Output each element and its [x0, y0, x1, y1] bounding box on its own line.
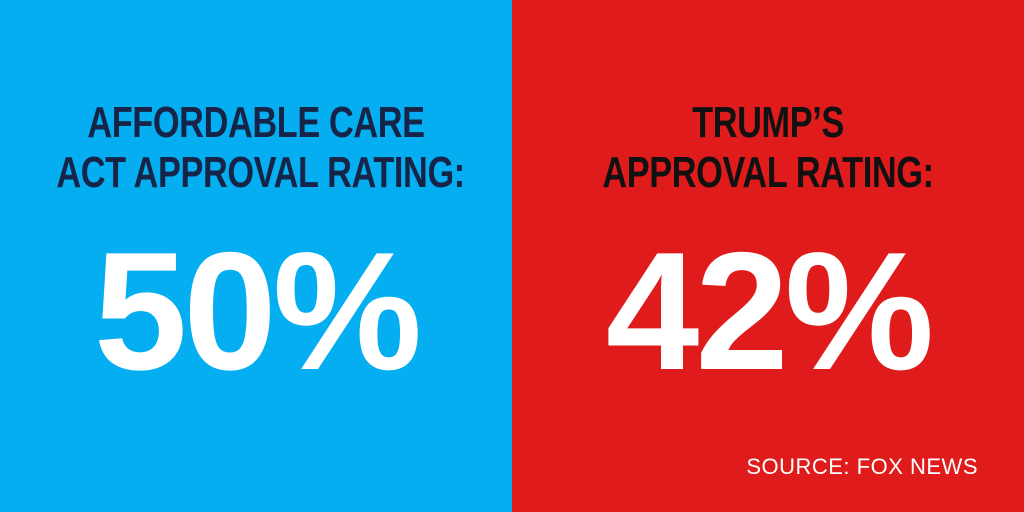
trump-approval-heading: TRUMP’S APPROVAL RATING: — [568, 98, 967, 198]
aca-approval-heading: AFFORDABLE CARE ACT APPROVAL RATING: — [56, 98, 465, 198]
trump-heading-line-2: APPROVAL RATING: — [602, 148, 934, 197]
trump-approval-value: 42% — [605, 217, 934, 405]
aca-heading-line-1: AFFORDABLE CARE — [87, 98, 425, 147]
aca-approval-value: 50% — [93, 217, 422, 405]
trump-heading-line-1: TRUMP’S — [692, 98, 844, 147]
aca-approval-panel: AFFORDABLE CARE ACT APPROVAL RATING: 50% — [0, 0, 512, 512]
trump-approval-panel: TRUMP’S APPROVAL RATING: 42% SOURCE: FOX… — [512, 0, 1024, 512]
source-credit: SOURCE: FOX NEWS — [746, 454, 978, 479]
aca-heading-line-2: ACT APPROVAL RATING: — [56, 148, 465, 197]
